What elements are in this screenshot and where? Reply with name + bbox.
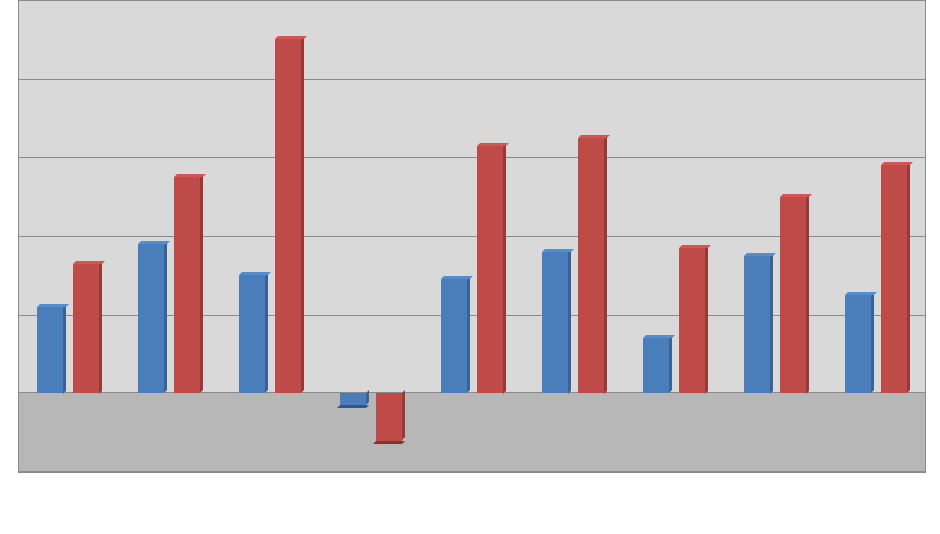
bar-series-1-8 (845, 295, 871, 393)
bar-series-1-2 (239, 275, 265, 393)
bar-series-2-8 (881, 165, 907, 393)
bars-layer (18, 0, 926, 534)
bar-series-1-3 (340, 393, 366, 405)
bar-series-1-6 (643, 338, 669, 393)
bar-series-2-3 (376, 393, 402, 440)
bar-series-2-6 (679, 248, 705, 394)
grouped-bar-chart (0, 0, 940, 534)
bar-series-1-1 (138, 244, 164, 393)
bar-series-2-4 (477, 146, 503, 394)
bar-series-2-1 (174, 177, 200, 393)
bar-series-1-0 (37, 307, 63, 394)
bar-series-2-5 (578, 138, 604, 394)
bar-series-2-0 (73, 264, 99, 394)
bar-series-1-7 (744, 256, 770, 394)
bar-series-1-4 (441, 279, 467, 393)
bar-series-2-2 (275, 39, 301, 393)
bar-series-1-5 (542, 252, 568, 394)
bar-series-2-7 (780, 197, 806, 394)
